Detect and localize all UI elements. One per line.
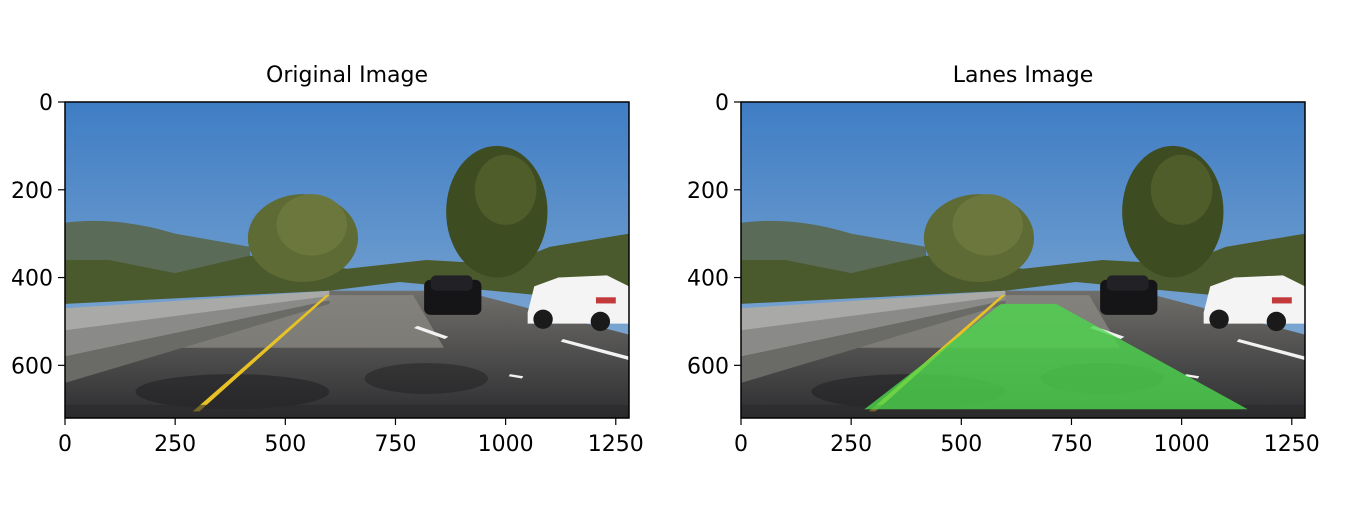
- panel-original: Original Image 0 250 500 750 1000 1250 0 200 40…: [11, 63, 644, 457]
- x-tick-label: 1000: [1154, 432, 1210, 457]
- x-tick-label: 250: [830, 432, 872, 457]
- panel-title: Lanes Image: [953, 63, 1094, 88]
- original-image: [65, 102, 629, 418]
- x-tick-label: 250: [154, 432, 196, 457]
- x-tick-label: 1250: [588, 432, 644, 457]
- panel-lanes: Lanes Image 0 250 500 750 1000 1250 0 200 400 60…: [687, 63, 1320, 457]
- lanes-image: [741, 102, 1305, 418]
- x-tick-label: 500: [940, 432, 982, 457]
- y-axis: 0 200 400 600: [11, 91, 65, 379]
- panel-title: Original Image: [266, 63, 428, 88]
- y-axis: 0 200 400 600: [687, 91, 741, 379]
- y-tick-label: 600: [11, 354, 53, 379]
- y-tick-label: 0: [715, 91, 729, 116]
- y-tick-label: 0: [39, 91, 53, 116]
- road-photo: [65, 102, 629, 418]
- x-tick-label: 0: [58, 432, 72, 457]
- y-tick-label: 600: [687, 354, 729, 379]
- x-tick-label: 750: [1050, 432, 1092, 457]
- y-tick-label: 200: [11, 179, 53, 204]
- axes-frame: [64, 101, 630, 419]
- x-axis: 0 250 500 750 1000 1250: [734, 418, 1320, 457]
- x-axis: 0 250 500 750 1000 1250: [58, 418, 644, 457]
- axes-frame: [740, 101, 1306, 419]
- x-tick-label: 1250: [1264, 432, 1320, 457]
- y-tick-label: 400: [687, 267, 729, 292]
- x-tick-label: 500: [264, 432, 306, 457]
- y-tick-label: 400: [11, 267, 53, 292]
- x-tick-label: 1000: [478, 432, 534, 457]
- x-tick-label: 0: [734, 432, 748, 457]
- x-tick-label: 750: [374, 432, 416, 457]
- y-tick-label: 200: [687, 179, 729, 204]
- lane-overlay: [864, 303, 1248, 410]
